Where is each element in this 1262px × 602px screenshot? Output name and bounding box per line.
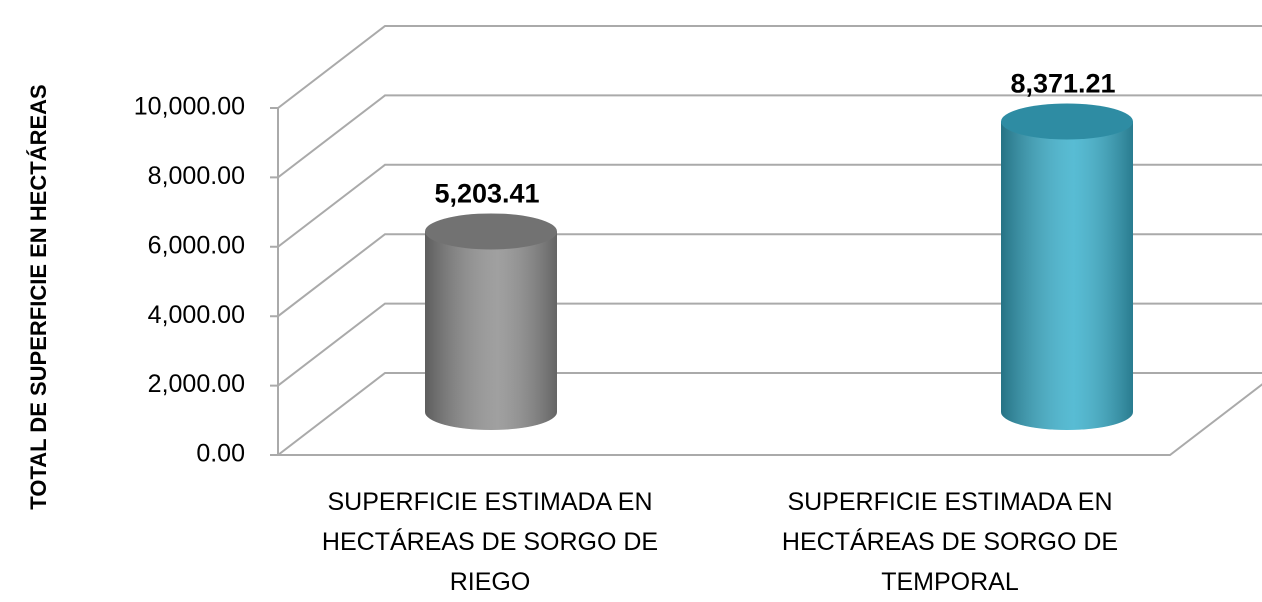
grid-line bbox=[270, 372, 1262, 456]
cylinder-top bbox=[425, 213, 557, 250]
x-tick-label: SUPERFICIE ESTIMADA EN HECTÁREAS DE SORG… bbox=[781, 488, 1119, 596]
grid-line bbox=[270, 25, 1262, 109]
cylinder-shade bbox=[1001, 121, 1133, 430]
data-label: 5,203.41 bbox=[434, 179, 539, 209]
y-tick-label: 0.00 bbox=[196, 440, 245, 468]
cylinder-shade bbox=[425, 231, 557, 430]
grid-line bbox=[270, 302, 1262, 387]
y-tick-label: 8,000.00 bbox=[148, 162, 245, 190]
y-tick-label: 2,000.00 bbox=[148, 370, 245, 398]
x-tick-label: SUPERFICIE ESTIMADA EN HECTÁREAS DE SORG… bbox=[321, 488, 659, 596]
cylinder-top-shade bbox=[1001, 103, 1133, 140]
cylinder-top-shade bbox=[425, 213, 557, 250]
data-label: 8,371.21 bbox=[1010, 69, 1115, 99]
grid-line bbox=[270, 163, 1262, 248]
y-axis-title: TOTAL DE SUPERFICIE EN HECTÁREAS bbox=[26, 84, 51, 509]
floor-edge bbox=[270, 383, 1262, 456]
grid-line bbox=[270, 94, 1262, 179]
y-tick-label: 4,000.00 bbox=[148, 301, 245, 329]
cylinder-top bbox=[1001, 103, 1133, 140]
y-tick-label: 10,000.00 bbox=[134, 93, 245, 121]
grid-line bbox=[270, 233, 1262, 318]
y-tick-label: 6,000.00 bbox=[148, 231, 245, 259]
